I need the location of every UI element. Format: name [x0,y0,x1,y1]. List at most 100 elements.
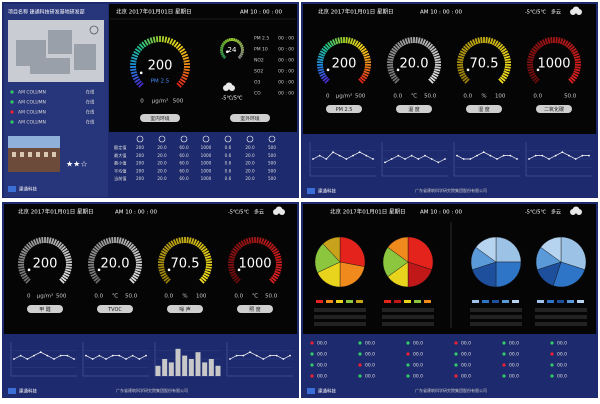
gauge-min: 0 [326,94,330,100]
table-cell: 20.0 [157,153,167,158]
air-name: PM 2.5 [254,36,269,42]
table-row [535,315,587,319]
footer-bar [110,186,297,196]
status-dot [406,374,409,377]
table-cell: 20.0 [157,176,167,181]
mini-bar [176,349,181,376]
mini-bar [169,362,174,376]
gauge-tick [575,67,581,68]
gauge-tick [119,238,120,244]
gauge-tick [418,38,419,44]
mini-point [236,355,238,357]
weather-icon [279,209,285,215]
gauge-tick [184,69,190,70]
gauge-tick [88,267,94,268]
mini-point [13,358,15,360]
table-cell: 60.0 [179,153,189,158]
gauge-min: 0.0 [393,94,402,100]
status-value: 00.0 [365,363,375,369]
gauge-tick [457,59,463,60]
gauge-tick [505,59,511,60]
pie-swatch [482,300,489,303]
gauge-dot [28,269,31,272]
air-time: 00 : 00 [278,91,294,97]
table-cell: 20.0 [245,176,255,181]
table-cell: 0.6 [225,176,232,181]
gauge-tick [346,37,347,43]
gauge-tick [130,69,136,70]
mini-bar [156,366,161,376]
gauge-tick [411,37,412,43]
mini-point [40,351,42,353]
mini-point [20,355,22,357]
gauge-tick [228,259,234,260]
table-row [470,308,522,312]
air-time: 00 : 00 [278,47,294,53]
gauge-tick [252,237,253,243]
mini-point [282,358,284,360]
gauge-tick [158,259,164,260]
device-name: AM COLUMN [18,100,46,106]
mini-point [463,158,465,160]
mini-point [437,162,439,164]
gauge-tick [348,38,349,44]
gauge-tick [575,59,581,60]
logo-text: 建通科技 [318,188,336,195]
air-time: 00 : 00 [278,80,294,86]
table-cell: 500 [268,145,276,150]
mini-point [456,155,458,157]
mini-point [548,158,550,160]
mini-point [541,155,543,157]
device-name: AM COLUMN [18,110,46,116]
mini-point [256,355,258,357]
gauge-tick [163,36,164,42]
rating: ★★☆ [66,160,88,169]
table-row [470,322,522,326]
gauge-label: 照 度 [249,306,261,313]
gauge-tick [240,53,243,54]
device-dot [10,90,13,93]
table-cell: 60.0 [179,161,189,166]
pie-swatch [577,300,584,303]
mini-point [469,158,471,160]
table-cell: 1000 [201,145,212,150]
status-dot [454,374,457,377]
status-value: 00.0 [557,363,567,369]
pie-swatch [326,300,333,303]
mini-point [73,358,75,360]
mini-point [365,155,367,157]
gauge-unit: ℃ [252,293,258,300]
status-dot [454,352,457,355]
status-dot [406,341,409,344]
mini-point [112,355,114,357]
mini-point [561,151,563,153]
gauge-tick [478,38,479,44]
table-cell: 1000 [201,168,212,173]
table-cell: 60.0 [179,176,189,181]
gauge-tick [109,238,110,244]
gauge-min: 0.0 [234,294,243,300]
mini-point [476,155,478,157]
mini-point [249,351,251,353]
gauge-min: 0.0 [164,294,173,300]
gauge-tick [165,37,166,43]
gauge-value: 1000 [238,257,271,272]
pie-swatch [512,300,519,303]
pie-swatch [502,300,509,303]
gauge-dot [140,72,143,75]
gauge-value: 200 [332,57,357,72]
mini-point [359,151,361,153]
air-name: NO2 [254,58,264,64]
pie-swatch [547,300,554,303]
mini-point [289,355,291,357]
status-dot [358,374,361,377]
gauge-tick [259,238,260,244]
gauge-tick [241,52,244,53]
gauge-tick [112,237,113,243]
status-value: 00.0 [557,352,567,358]
mini-point [339,155,341,157]
mini-point [345,158,347,160]
status-dot [310,374,313,377]
gauge-value: 20.0 [400,57,429,72]
pie-swatch [384,300,391,303]
